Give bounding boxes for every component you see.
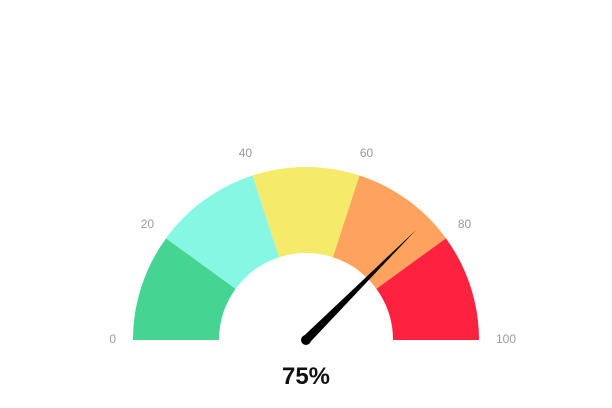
- gauge-tick-labels: 0 20 40 60 80 100: [109, 146, 516, 346]
- gauge-tick-label-1: 20: [141, 217, 155, 231]
- gauge-band-0: [133, 238, 236, 340]
- gauge-tick-label-5: 100: [496, 332, 516, 346]
- gauge-bands: [133, 166, 479, 340]
- gauge-needle-hub: [301, 335, 311, 345]
- gauge-band-2: [252, 166, 360, 258]
- gauge-tick-label-3: 60: [360, 146, 374, 160]
- gauge-band-3: [332, 175, 446, 289]
- gauge-needle-group: [301, 229, 417, 345]
- gauge-band-4: [376, 238, 479, 340]
- gauge-value-label: 75%: [282, 363, 330, 390]
- gauge-needle: [302, 229, 417, 344]
- gauge-band-1: [166, 175, 280, 289]
- gauge-tick-label-2: 40: [239, 146, 253, 160]
- gauge-tick-label-0: 0: [109, 332, 116, 346]
- gauge-tick-label-4: 80: [458, 217, 472, 231]
